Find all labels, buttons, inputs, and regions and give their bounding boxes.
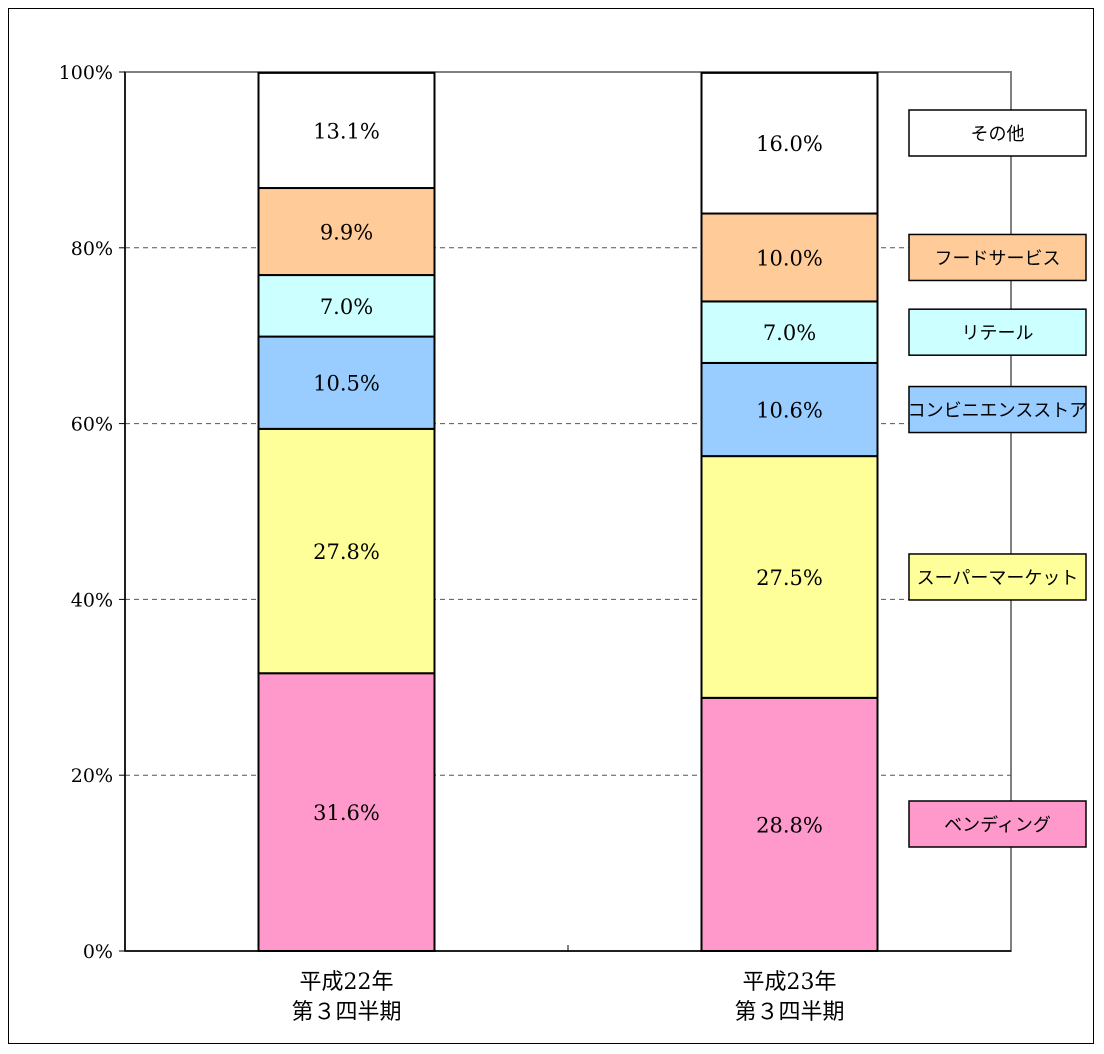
data-label: 28.8% [756,813,823,837]
legend-item-box [908,385,1087,434]
y-tick-label: 60% [71,414,113,436]
data-label: 10.6% [756,399,823,423]
bar-segment [700,71,879,215]
legend-label: コンビニエンスストア [908,401,1088,422]
bar-segment [257,187,436,277]
legend-item-box [908,109,1087,157]
bar-segment [257,335,436,430]
data-label: 16.0% [756,132,823,156]
bar-segment [700,455,879,699]
legend-item-box [908,308,1087,356]
data-label: 10.0% [756,246,823,270]
y-tick-label: 100% [59,62,113,84]
legend-item-box [908,233,1087,282]
bar-segment [700,696,879,953]
bar-segment [257,672,436,953]
data-label: 7.0% [763,321,816,345]
y-tick-label: 80% [71,238,113,260]
legend-label: フードサービス [935,248,1061,269]
bar-segment [257,71,436,190]
data-label: 7.0% [320,295,373,319]
data-label: 31.6% [313,801,380,825]
legend-item-box [908,553,1087,601]
legend-label: その他 [971,124,1025,145]
y-tick-label: 20% [71,765,113,787]
data-label: 10.5% [313,372,380,396]
x-category-label: 第３四半期 [734,1000,844,1025]
y-tick-label: 40% [71,589,113,611]
stacked-bar-chart: 0% 20% 40% 60% 80% 100% 31.6% 27.8% 10.5% 7.0% 9.9… [59,62,1088,1025]
x-category-label: 平成22年 [300,970,394,995]
x-category-label: 平成23年 [743,970,837,995]
legend-item-box [908,800,1087,848]
chart-frame: 0% 20% 40% 60% 80% 100% 31.6% 27.8% 10.5% 7.0% 9.9… [8,8,1094,1044]
legend-label: スーパーマーケット [917,568,1079,589]
data-label: 27.5% [756,566,823,590]
bar-segment [257,274,436,338]
bar-segment [700,361,879,458]
data-label: 27.8% [313,540,380,564]
data-label: 13.1% [313,119,380,143]
y-tick-label: 0% [83,941,113,963]
x-category-label: 第３四半期 [291,1000,401,1025]
legend-label: リテール [962,323,1034,344]
data-label: 9.9% [320,221,373,245]
bar-segment [700,212,879,303]
bar-segment [257,427,436,675]
legend-label: ベンディング [944,815,1051,836]
